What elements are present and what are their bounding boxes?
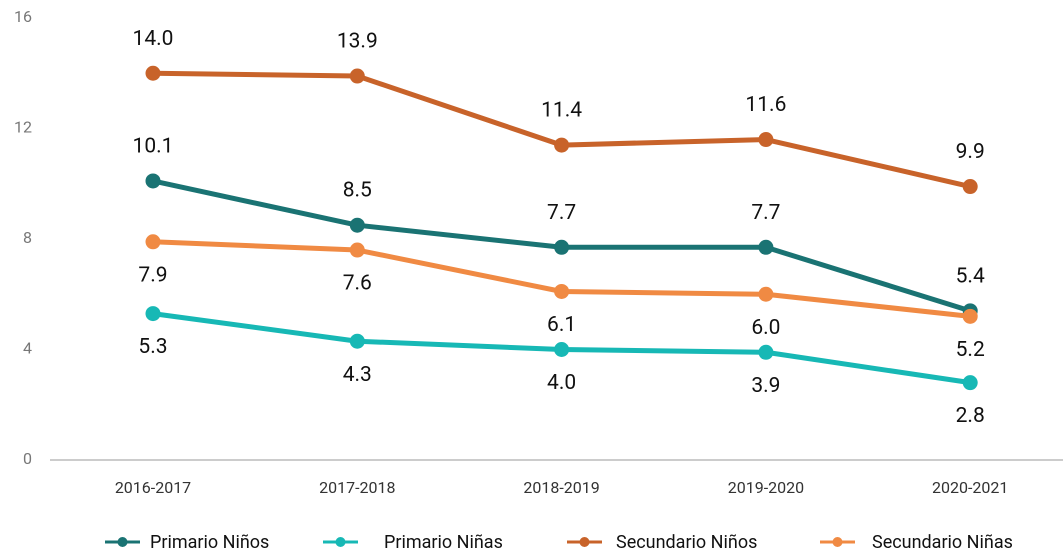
data-label: 10.1 <box>133 135 174 159</box>
data-label: 14.0 <box>133 27 174 51</box>
data-label: 9.9 <box>956 140 985 164</box>
data-label: 7.6 <box>343 272 372 296</box>
legend-label: Primario Niños <box>150 532 269 553</box>
x-tick-label: 2018-2019 <box>523 478 599 497</box>
x-tick-label: 2017-2018 <box>319 478 395 497</box>
data-label: 5.2 <box>956 338 985 362</box>
data-point <box>349 333 365 349</box>
data-point <box>349 242 365 258</box>
data-label: 6.1 <box>547 313 576 337</box>
data-point <box>758 344 774 360</box>
data-point <box>962 375 978 391</box>
x-tick-label: 2020-2021 <box>932 478 1008 497</box>
series-line <box>152 70 971 189</box>
data-label: 4.0 <box>547 371 576 395</box>
data-point <box>554 239 570 255</box>
data-point <box>349 68 365 84</box>
y-tick-label: 0 <box>23 449 32 468</box>
data-label: 5.3 <box>138 335 167 359</box>
legend-marker <box>335 537 346 547</box>
data-label: 4.3 <box>343 363 372 387</box>
data-point <box>554 342 570 357</box>
data-label: 7.9 <box>138 263 167 287</box>
data-point <box>758 132 774 148</box>
data-label: 2.8 <box>956 404 985 428</box>
legend-label: Secundario Niños <box>616 532 757 553</box>
y-tick-label: 8 <box>23 228 32 247</box>
data-label: 5.4 <box>956 264 985 288</box>
legend-marker <box>579 537 590 547</box>
data-point <box>145 65 161 81</box>
data-label: 13.9 <box>337 30 378 54</box>
data-point <box>758 239 774 255</box>
legend-label: Primario Niñas <box>384 532 503 553</box>
legend-marker <box>832 537 843 547</box>
legend-marker <box>117 537 128 547</box>
data-point <box>349 217 365 233</box>
data-label: 11.6 <box>745 93 786 117</box>
data-point <box>145 234 161 250</box>
data-label: 8.5 <box>343 179 372 203</box>
data-label: 6.0 <box>751 316 780 340</box>
data-point <box>962 179 978 195</box>
data-point <box>145 173 161 189</box>
data-point <box>145 306 161 322</box>
data-point <box>962 308 978 324</box>
y-tick-label: 12 <box>14 118 32 137</box>
y-tick-label: 16 <box>14 7 32 26</box>
legend-label: Secundario Niñas <box>872 532 1013 553</box>
data-label: 7.7 <box>751 201 780 225</box>
x-tick-label: 2019-2020 <box>728 478 804 497</box>
data-point <box>758 286 774 302</box>
data-label: 11.4 <box>541 99 582 123</box>
data-label: 3.9 <box>751 374 780 398</box>
data-point <box>554 283 570 299</box>
data-label: 7.7 <box>547 201 576 225</box>
y-tick-label: 4 <box>23 339 32 358</box>
data-point <box>554 137 570 153</box>
x-tick-label: 2016-2017 <box>115 478 191 497</box>
